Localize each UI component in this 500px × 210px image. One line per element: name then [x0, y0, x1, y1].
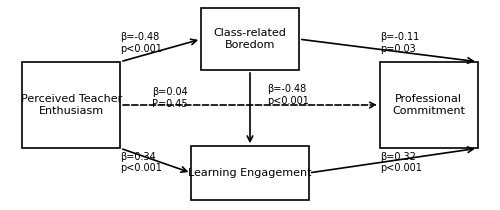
Text: β=0.04
P=0.45: β=0.04 P=0.45 [152, 87, 188, 109]
FancyBboxPatch shape [191, 146, 309, 200]
Text: Perceived Teacher
Enthusiasm: Perceived Teacher Enthusiasm [20, 94, 122, 116]
Text: β=0.34
p<0.001: β=0.34 p<0.001 [120, 152, 162, 173]
Text: β=0.32
p<0.001: β=0.32 p<0.001 [380, 152, 422, 173]
Text: β=-0.11
p=0.03: β=-0.11 p=0.03 [380, 33, 419, 54]
FancyBboxPatch shape [201, 8, 299, 70]
Text: Professional
Commitment: Professional Commitment [392, 94, 466, 116]
Text: β=-0.48
p<0.001: β=-0.48 p<0.001 [267, 84, 309, 105]
FancyBboxPatch shape [22, 62, 120, 148]
Text: Class-related
Boredom: Class-related Boredom [214, 28, 286, 50]
Text: β=-0.48
p<0.001: β=-0.48 p<0.001 [120, 33, 162, 54]
FancyBboxPatch shape [380, 62, 478, 148]
Text: Learning Engagement: Learning Engagement [188, 168, 312, 178]
